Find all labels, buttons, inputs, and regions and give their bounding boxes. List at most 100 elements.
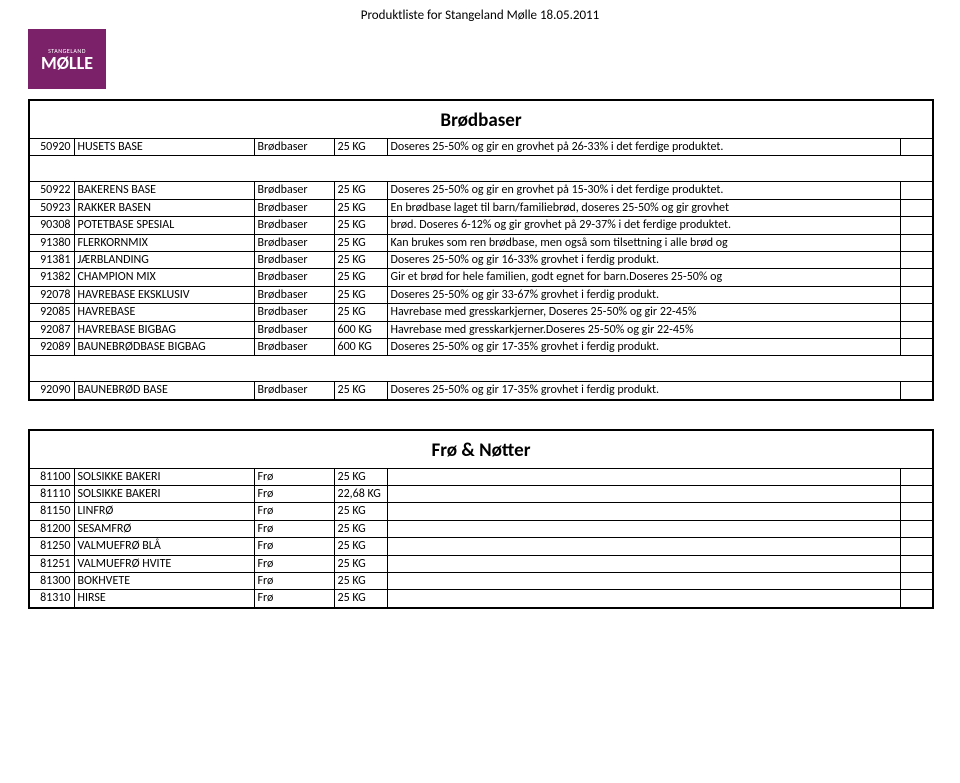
product-name: HAVREBASE EKSKLUSIV (74, 286, 254, 303)
product-description (387, 590, 900, 608)
product-description (387, 555, 900, 572)
empty-cell (900, 234, 933, 251)
empty-cell (900, 321, 933, 338)
product-category: Frø (254, 486, 334, 503)
empty-cell (900, 182, 933, 199)
table-row: 81200SESAMFRØFrø25 KG (29, 520, 933, 537)
product-id: 91382 (29, 269, 74, 286)
empty-cell (900, 520, 933, 537)
product-name: LINFRØ (74, 503, 254, 520)
product-name: BOKHVETE (74, 573, 254, 590)
empty-cell (900, 382, 933, 400)
product-category: Brødbaser (254, 286, 334, 303)
product-description (387, 520, 900, 537)
product-size: 25 KG (334, 468, 387, 485)
product-table: Frø & Nøtter81100SOLSIKKE BAKERIFrø25 KG… (28, 429, 934, 609)
product-id: 50922 (29, 182, 74, 199)
product-size: 22,68 KG (334, 486, 387, 503)
product-name: VALMUEFRØ HVITE (74, 555, 254, 572)
product-id: 50923 (29, 199, 74, 216)
product-size: 25 KG (334, 234, 387, 251)
product-name: HAVREBASE BIGBAG (74, 321, 254, 338)
product-size: 25 KG (334, 139, 387, 156)
product-category: Brødbaser (254, 382, 334, 400)
product-size: 600 KG (334, 338, 387, 355)
logo-text-mid: MØLLE (41, 55, 93, 71)
product-name: JÆRBLANDING (74, 251, 254, 268)
table-row: 81100SOLSIKKE BAKERIFrø25 KG (29, 468, 933, 485)
product-size: 25 KG (334, 199, 387, 216)
table-row: 81150LINFRØFrø25 KG (29, 503, 933, 520)
product-id: 81300 (29, 573, 74, 590)
product-description: Havrebase med gresskarkjerner.Doseres 25… (387, 321, 900, 338)
product-size: 25 KG (334, 590, 387, 608)
empty-cell (900, 573, 933, 590)
empty-cell (900, 338, 933, 355)
empty-cell (900, 304, 933, 321)
product-name: CHAMPION MIX (74, 269, 254, 286)
product-category: Brødbaser (254, 234, 334, 251)
empty-cell (900, 486, 933, 503)
product-description: Kan brukes som ren brødbase, men også so… (387, 234, 900, 251)
table-row: 50923RAKKER BASENBrødbaser25 KGEn brødba… (29, 199, 933, 216)
product-description (387, 468, 900, 485)
product-description: Doseres 25-50% og gir en grovhet på 15-3… (387, 182, 900, 199)
table-row: 81300BOKHVETEFrø25 KG (29, 573, 933, 590)
product-description: Doseres 25-50% og gir 17-35% grovhet i f… (387, 338, 900, 355)
product-id: 50920 (29, 139, 74, 156)
empty-cell (900, 538, 933, 555)
table-row: 92087HAVREBASE BIGBAGBrødbaser600 KGHavr… (29, 321, 933, 338)
table-row: 50922BAKERENS BASEBrødbaser25 KGDoseres … (29, 182, 933, 199)
table-row: 92078HAVREBASE EKSKLUSIVBrødbaser25 KGDo… (29, 286, 933, 303)
section-header: Brødbaser (29, 100, 933, 139)
product-category: Brødbaser (254, 269, 334, 286)
section-header: Frø & Nøtter (29, 430, 933, 469)
spacer-cell (29, 156, 933, 182)
product-id: 91380 (29, 234, 74, 251)
table-row: 91381JÆRBLANDINGBrødbaser25 KGDoseres 25… (29, 251, 933, 268)
product-id: 92087 (29, 321, 74, 338)
product-category: Frø (254, 503, 334, 520)
product-name: RAKKER BASEN (74, 199, 254, 216)
product-size: 25 KG (334, 251, 387, 268)
product-id: 81310 (29, 590, 74, 608)
table-row: 81310HIRSEFrø25 KG (29, 590, 933, 608)
product-category: Frø (254, 573, 334, 590)
product-name: BAUNEBRØDBASE BIGBAG (74, 338, 254, 355)
product-category: Frø (254, 538, 334, 555)
product-size: 25 KG (334, 286, 387, 303)
table-row: 92089BAUNEBRØDBASE BIGBAGBrødbaser600 KG… (29, 338, 933, 355)
product-description: brød. Doseres 6-12% og gir grovhet på 29… (387, 217, 900, 234)
table-row: 91382CHAMPION MIXBrødbaser25 KGGir et br… (29, 269, 933, 286)
product-description: Doseres 25-50% og gir en grovhet på 26-3… (387, 139, 900, 156)
product-category: Brødbaser (254, 182, 334, 199)
product-name: SOLSIKKE BAKERI (74, 486, 254, 503)
spacer-cell (29, 356, 933, 382)
product-description: Gir et brød for hele familien, godt egne… (387, 269, 900, 286)
table-row: 91380FLERKORNMIXBrødbaser25 KGKan brukes… (29, 234, 933, 251)
product-id: 92078 (29, 286, 74, 303)
product-category: Frø (254, 520, 334, 537)
page-title: Produktliste for Stangeland Mølle 18.05.… (28, 8, 932, 23)
product-category: Brødbaser (254, 139, 334, 156)
product-size: 25 KG (334, 555, 387, 572)
product-category: Frø (254, 590, 334, 608)
product-size: 25 KG (334, 382, 387, 400)
empty-cell (900, 269, 933, 286)
product-name: POTETBASE SPESIAL (74, 217, 254, 234)
product-name: BAUNEBRØD BASE (74, 382, 254, 400)
product-description (387, 486, 900, 503)
product-size: 25 KG (334, 573, 387, 590)
empty-cell (900, 217, 933, 234)
product-size: 25 KG (334, 538, 387, 555)
product-description (387, 573, 900, 590)
empty-cell (900, 503, 933, 520)
product-id: 81200 (29, 520, 74, 537)
product-id: 92085 (29, 304, 74, 321)
product-name: FLERKORNMIX (74, 234, 254, 251)
product-category: Brødbaser (254, 338, 334, 355)
product-name: SESAMFRØ (74, 520, 254, 537)
empty-cell (900, 590, 933, 608)
product-name: BAKERENS BASE (74, 182, 254, 199)
product-id: 91381 (29, 251, 74, 268)
